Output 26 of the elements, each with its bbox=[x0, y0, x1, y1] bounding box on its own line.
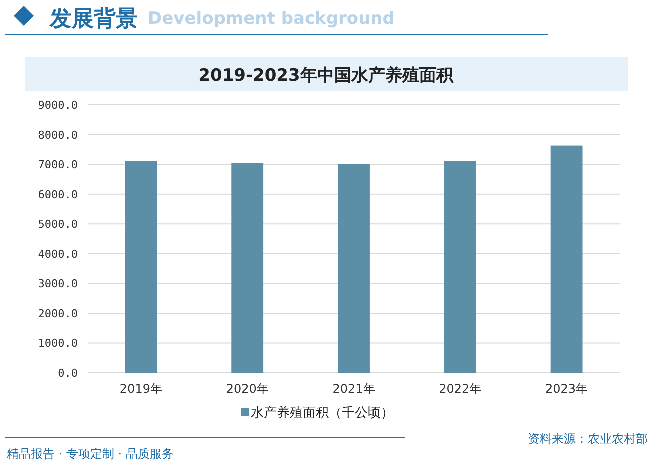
y-tick-label: 9000.0 bbox=[38, 99, 78, 112]
text: 资料来源：农业农村部 bbox=[528, 432, 648, 446]
bar bbox=[125, 161, 158, 373]
text: Development background bbox=[148, 9, 395, 29]
bar bbox=[338, 164, 370, 373]
y-tick-label: 5000.0 bbox=[38, 218, 78, 232]
text: 精品报告 · 专项定制 · 品质服务 bbox=[7, 447, 174, 461]
y-tick-label: 3000.0 bbox=[38, 278, 78, 291]
chart-title: 2019-2023年中国水产养殖面积 bbox=[198, 66, 454, 86]
y-tick-label: 1000.0 bbox=[38, 337, 78, 350]
y-tick-label: 0.0 bbox=[58, 367, 78, 380]
y-tick-label: 8000.0 bbox=[38, 128, 78, 142]
x-tick-label: 2022年 bbox=[439, 382, 482, 396]
x-tick-label: 2019年 bbox=[120, 382, 162, 396]
y-tick-label: 7000.0 bbox=[38, 158, 78, 172]
legend-label: 水产养殖面积（千公顷） bbox=[251, 405, 394, 421]
x-tick-label: 2021年 bbox=[332, 382, 376, 396]
bar bbox=[550, 146, 583, 373]
y-tick-label: 2000.0 bbox=[38, 307, 78, 320]
text: 发展背景 bbox=[49, 7, 138, 32]
y-tick-label: 4000.0 bbox=[38, 248, 78, 261]
y-tick-label: 6000.0 bbox=[38, 188, 78, 202]
x-tick-label: 2023年 bbox=[546, 382, 588, 396]
bar bbox=[444, 161, 476, 373]
x-tick-label: 2020年 bbox=[226, 382, 269, 396]
bar bbox=[232, 163, 264, 373]
